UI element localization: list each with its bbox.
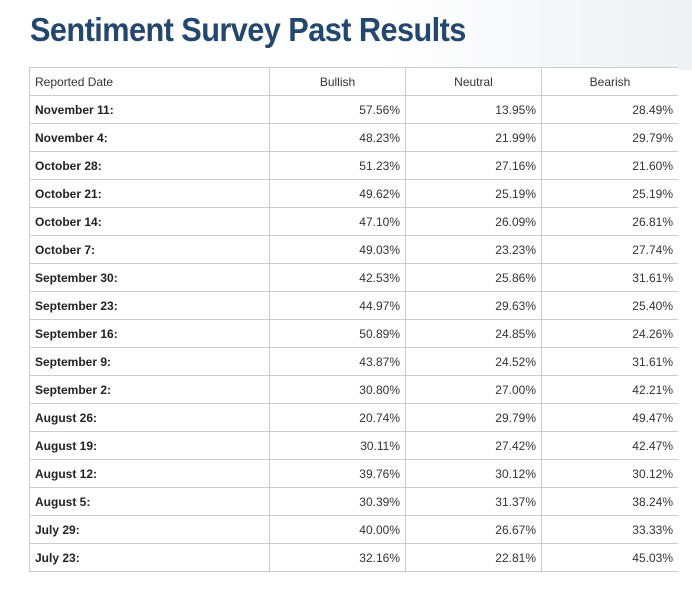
bullish-cell: 40.00% [269,515,406,544]
reported-date-cell: July 29: [29,515,270,544]
bearish-cell: 42.47% [541,431,678,460]
table-row: November 11: 57.56% 13.95% 28.49% [29,95,678,124]
bearish-cell: 30.12% [541,459,678,488]
bearish-cell: 31.61% [541,263,678,292]
bullish-cell: 49.03% [269,235,406,264]
bearish-cell: 38.24% [541,487,678,516]
table-row: September 16: 50.89% 24.85% 24.26% [29,319,678,348]
table-row: September 9: 43.87% 24.52% 31.61% [29,347,678,376]
table-row: August 19: 30.11% 27.42% 42.47% [29,431,678,460]
table-row: August 5: 30.39% 31.37% 38.24% [29,487,678,516]
neutral-cell: 26.67% [405,515,542,544]
results-table-container: Reported Date Bullish Neutral Bearish No… [29,67,678,575]
column-header-bullish: Bullish [269,67,406,96]
neutral-cell: 27.16% [405,151,542,180]
bullish-cell: 39.76% [269,459,406,488]
bearish-cell: 21.60% [541,151,678,180]
column-header-reported-date: Reported Date [29,67,270,96]
bullish-cell: 20.74% [269,403,406,432]
table-row: August 26: 20.74% 29.79% 49.47% [29,403,678,432]
bearish-cell: 26.81% [541,207,678,236]
reported-date-cell: July 23: [29,543,270,572]
bearish-cell: 33.33% [541,515,678,544]
reported-date-cell: September 16: [29,319,270,348]
neutral-cell: 24.52% [405,347,542,376]
neutral-cell: 30.12% [405,459,542,488]
bullish-cell: 32.16% [269,543,406,572]
table-row: October 14: 47.10% 26.09% 26.81% [29,207,678,236]
reported-date-cell: October 7: [29,235,270,264]
column-header-bearish: Bearish [541,67,678,96]
bullish-cell: 30.11% [269,431,406,460]
results-table-body: November 11: 57.56% 13.95% 28.49% November 4… [29,95,678,572]
table-row: August 12: 39.76% 30.12% 30.12% [29,459,678,488]
bearish-cell: 31.61% [541,347,678,376]
neutral-cell: 29.79% [405,403,542,432]
bearish-cell: 49.47% [541,403,678,432]
neutral-cell: 23.23% [405,235,542,264]
bearish-cell: 27.74% [541,235,678,264]
page-title: Sentiment Survey Past Results [30,11,466,48]
results-table: Reported Date Bullish Neutral Bearish No… [29,67,678,572]
bullish-cell: 47.10% [269,207,406,236]
neutral-cell: 31.37% [405,487,542,516]
bullish-cell: 44.97% [269,291,406,320]
bearish-cell: 25.19% [541,179,678,208]
reported-date-cell: August 12: [29,459,270,488]
column-header-neutral: Neutral [405,67,542,96]
reported-date-cell: September 23: [29,291,270,320]
bearish-cell: 28.49% [541,95,678,124]
reported-date-cell: November 4: [29,123,270,152]
reported-date-cell: September 2: [29,375,270,404]
reported-date-cell: September 9: [29,347,270,376]
table-row: September 2: 30.80% 27.00% 42.21% [29,375,678,404]
table-row: September 23: 44.97% 29.63% 25.40% [29,291,678,320]
bullish-cell: 57.56% [269,95,406,124]
neutral-cell: 25.86% [405,263,542,292]
neutral-cell: 29.63% [405,291,542,320]
table-row: July 23: 32.16% 22.81% 45.03% [29,543,678,572]
bearish-cell: 45.03% [541,543,678,572]
table-row: October 7: 49.03% 23.23% 27.74% [29,235,678,264]
bullish-cell: 30.80% [269,375,406,404]
table-row: October 21: 49.62% 25.19% 25.19% [29,179,678,208]
bullish-cell: 51.23% [269,151,406,180]
neutral-cell: 21.99% [405,123,542,152]
bullish-cell: 50.89% [269,319,406,348]
reported-date-cell: November 11: [29,95,270,124]
bearish-cell: 24.26% [541,319,678,348]
bullish-cell: 42.53% [269,263,406,292]
bullish-cell: 48.23% [269,123,406,152]
table-row: November 4: 48.23% 21.99% 29.79% [29,123,678,152]
neutral-cell: 26.09% [405,207,542,236]
neutral-cell: 27.42% [405,431,542,460]
bullish-cell: 30.39% [269,487,406,516]
bullish-cell: 43.87% [269,347,406,376]
table-row: September 30: 42.53% 25.86% 31.61% [29,263,678,292]
neutral-cell: 24.85% [405,319,542,348]
table-header-row: Reported Date Bullish Neutral Bearish [29,67,678,96]
reported-date-cell: August 26: [29,403,270,432]
neutral-cell: 22.81% [405,543,542,572]
header-background [0,0,692,70]
reported-date-cell: August 19: [29,431,270,460]
neutral-cell: 25.19% [405,179,542,208]
reported-date-cell: October 14: [29,207,270,236]
bearish-cell: 25.40% [541,291,678,320]
bearish-cell: 42.21% [541,375,678,404]
table-row: July 29: 40.00% 26.67% 33.33% [29,515,678,544]
table-row: October 28: 51.23% 27.16% 21.60% [29,151,678,180]
reported-date-cell: October 28: [29,151,270,180]
reported-date-cell: October 21: [29,179,270,208]
neutral-cell: 27.00% [405,375,542,404]
bullish-cell: 49.62% [269,179,406,208]
reported-date-cell: September 30: [29,263,270,292]
bearish-cell: 29.79% [541,123,678,152]
neutral-cell: 13.95% [405,95,542,124]
reported-date-cell: August 5: [29,487,270,516]
